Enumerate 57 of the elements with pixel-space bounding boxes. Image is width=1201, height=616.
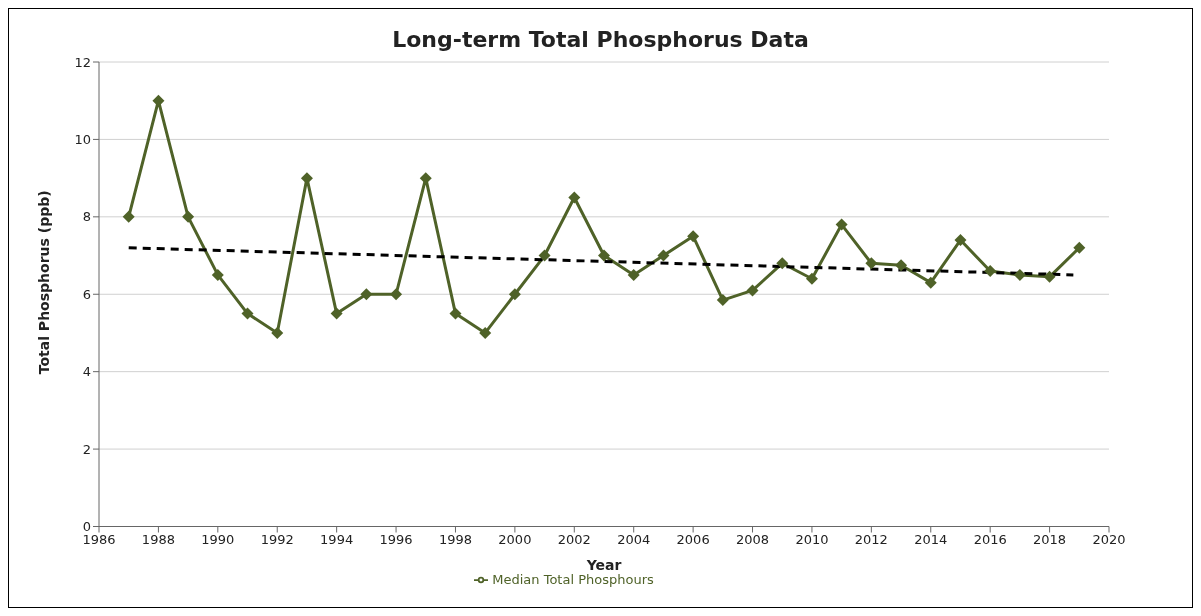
legend-label: Median Total Phosphours	[492, 571, 654, 587]
y-tick-label: 4	[82, 364, 91, 380]
x-tick-label: 2008	[735, 531, 770, 547]
x-tick-label: 1996	[379, 531, 413, 547]
point	[211, 268, 224, 281]
point	[271, 326, 284, 339]
point	[835, 218, 848, 231]
point	[508, 288, 521, 301]
y-tick-label: 2	[82, 441, 91, 457]
x-axis-title: Year	[585, 556, 622, 573]
x-tick-label: 2020	[1092, 531, 1126, 547]
x-tick-label: 2018	[1033, 531, 1067, 547]
point	[895, 259, 908, 272]
point	[449, 307, 462, 320]
x-tick-label: 2006	[676, 531, 710, 547]
y-tick-label: 6	[82, 286, 91, 302]
point	[746, 284, 759, 297]
chart-title: Long-term Total Phosphorus Data	[391, 27, 810, 52]
x-tick-label: 2002	[557, 531, 591, 547]
point	[776, 257, 789, 270]
point	[360, 288, 373, 301]
x-tick-label: 1990	[201, 531, 235, 547]
point	[687, 230, 700, 243]
point	[390, 288, 403, 301]
x-tick-label: 1998	[438, 531, 473, 547]
x-tick-label: 2016	[973, 531, 1007, 547]
point	[598, 249, 610, 262]
point	[568, 191, 581, 204]
point	[924, 276, 937, 289]
point	[805, 272, 818, 285]
point	[1013, 268, 1026, 281]
point	[330, 307, 343, 320]
point	[182, 210, 195, 223]
y-tick-label: 10	[74, 132, 91, 148]
x-tick-label: 2000	[498, 531, 532, 547]
point	[479, 326, 492, 339]
point	[657, 249, 670, 262]
y-tick-label: 8	[82, 209, 91, 225]
point	[1073, 241, 1086, 254]
x-tick-label: 2010	[795, 531, 829, 547]
point	[984, 265, 997, 278]
y-axis-title: Total Phosphorus (ppb)	[35, 190, 52, 375]
y-tick-label: 12	[74, 54, 91, 70]
x-tick-label: 2012	[854, 531, 888, 547]
point	[954, 234, 967, 247]
point	[538, 249, 551, 262]
x-tick-label: 1992	[260, 531, 294, 547]
point	[241, 307, 254, 320]
x-tick-label: 2004	[617, 531, 651, 547]
point	[1043, 270, 1056, 283]
x-tick-label: 1994	[320, 531, 354, 547]
point	[122, 210, 135, 223]
point	[627, 268, 640, 281]
point	[716, 294, 729, 307]
x-tick-label: 2014	[914, 531, 948, 547]
point	[865, 257, 878, 270]
x-tick-label: 1988	[141, 531, 175, 547]
